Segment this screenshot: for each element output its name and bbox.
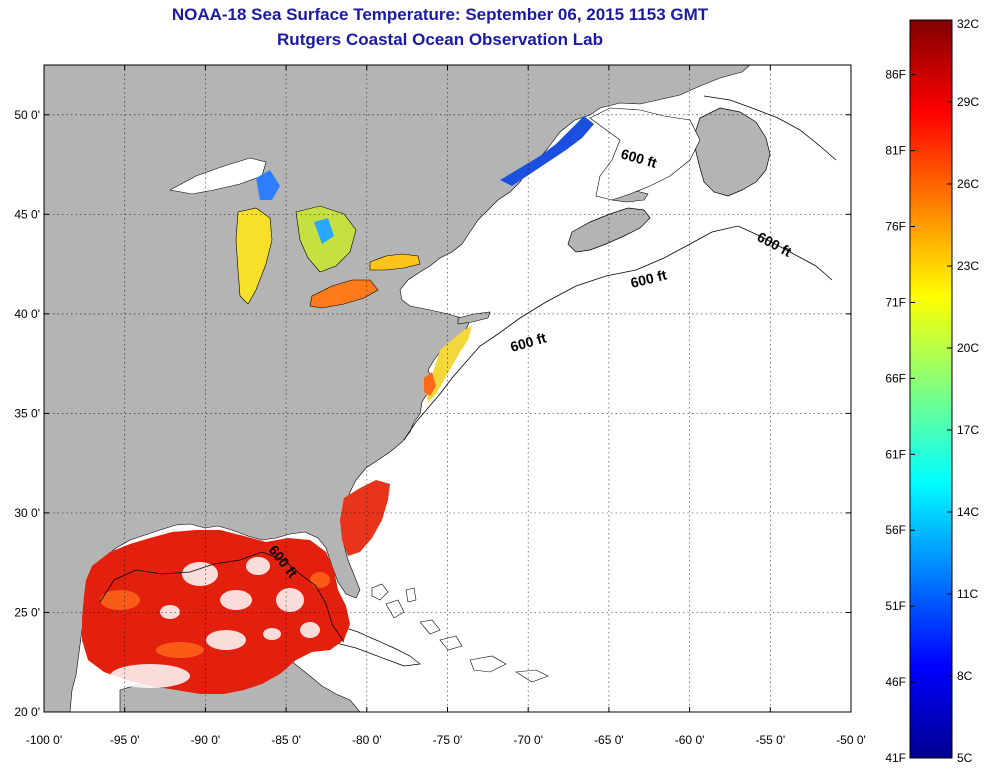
axis-ticks [43,65,852,713]
bahamas-islands [371,583,549,683]
gulf-sst-warm-accents [100,572,330,658]
lon-tick-label: -50 0' [836,733,866,747]
lat-tick-label: 20 0' [14,705,40,719]
lat-tick-label: 45 0' [14,207,40,221]
lon-tick-label: -70 0' [513,733,543,747]
lon-tick-label: -75 0' [433,733,463,747]
st-lawrence-cold-band [500,116,594,186]
land-long-island [457,311,491,325]
lon-tick-label: -95 0' [110,733,140,747]
lake-huron-bay-cool [314,218,334,244]
st-lawrence-ocean-white [589,107,701,201]
gulf-shelf-contour [99,551,345,643]
gulf-sst-cloud-gaps [110,557,320,688]
axis-labels: -100 0' -95 0' -90 0' -85 0' -80 0' -75 0' -70… [14,108,865,747]
lat-tick-label: 30 0' [14,506,40,520]
shelf-600ft-contour [403,225,833,441]
lon-tick-label: -80 0' [352,733,382,747]
land-newfoundland [693,107,771,197]
lon-tick-label: -100 0' [26,733,62,747]
lon-tick-label: -60 0' [675,733,705,747]
map-title: NOAA-18 Sea Surface Temperature: Septemb… [171,5,709,24]
lon-tick-label: -65 0' [594,733,624,747]
southeast-coast-sst [340,480,390,556]
lon-tick-label: -85 0' [271,733,301,747]
labrador-shelf-contour [703,95,837,161]
lat-tick-label: 40 0' [14,307,40,321]
land-nova-scotia [567,207,651,253]
lat-tick-label: 50 0' [14,108,40,122]
lat-tick-label: 35 0' [14,406,40,420]
map-subtitle: Rutgers Coastal Ocean Observation Lab [277,30,603,49]
chesapeake-warm [424,372,436,396]
mid-atlantic-sst-strip [426,326,472,402]
lake-superior-east-cool [256,170,280,200]
lat-tick-label: 25 0' [14,605,40,619]
lon-tick-label: -55 0' [755,733,785,747]
gulf-of-mexico-sst [82,530,350,694]
lon-tick-label: -90 0' [191,733,221,747]
